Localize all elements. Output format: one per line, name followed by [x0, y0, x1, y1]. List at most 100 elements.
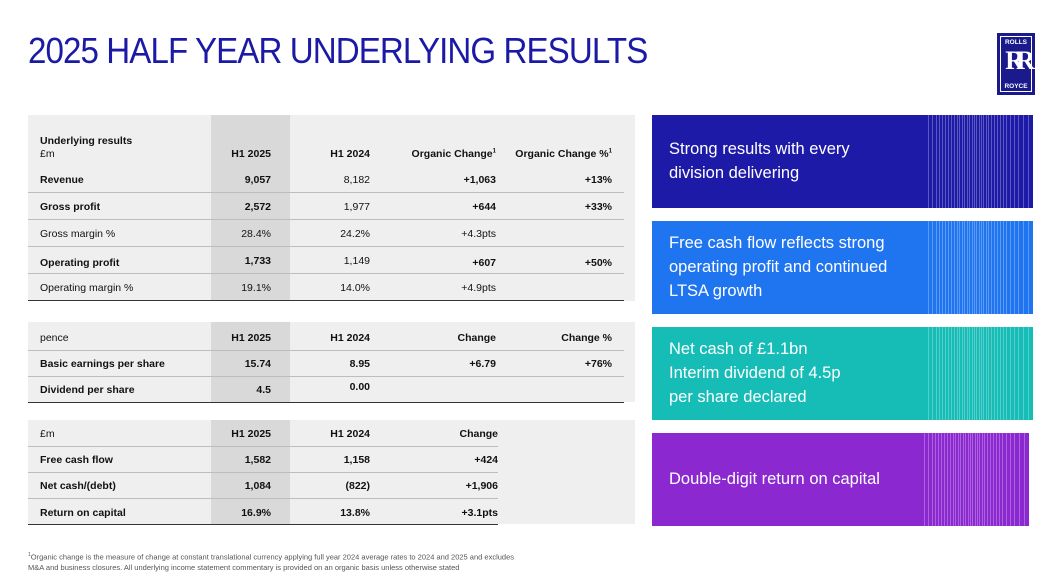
stripe-decoration	[967, 221, 968, 314]
table-row: Free cash flow 1,582 1,158 +424	[28, 446, 498, 473]
stripe-decoration	[979, 327, 980, 420]
stripe-decoration	[979, 115, 980, 208]
stripe-decoration	[939, 327, 940, 420]
stripe-decoration	[928, 115, 929, 208]
stripe-decoration	[959, 327, 960, 420]
stripe-decoration	[994, 327, 995, 420]
stripe-decoration	[964, 115, 965, 208]
h1-2025-column-highlight	[211, 322, 290, 402]
stripe-decoration	[967, 327, 968, 420]
stripe-decoration	[1014, 115, 1015, 208]
stripe-decoration	[1018, 221, 1019, 314]
stripe-decoration	[1028, 221, 1029, 314]
stripe-decoration	[967, 115, 968, 208]
stripe-decoration	[951, 221, 952, 314]
stripe-decoration	[936, 221, 937, 314]
stripe-decoration	[997, 221, 998, 314]
logo-word-bottom: ROYCE	[1004, 83, 1028, 90]
stripe-decoration	[1000, 221, 1001, 314]
stripe-decoration	[972, 221, 973, 314]
table1-h1: H1 2025	[231, 148, 271, 160]
stripe-decoration	[957, 327, 958, 420]
stripe-decoration	[1010, 433, 1011, 526]
h1-2025-column-highlight	[211, 115, 290, 301]
stripe-decoration	[1018, 327, 1019, 420]
highlight-box-return: Double-digit return on capital	[652, 433, 1029, 526]
underlying-results-table	[28, 115, 635, 301]
stripe-decoration	[1010, 115, 1011, 208]
stripe-decoration	[951, 115, 952, 208]
stripe-decoration	[997, 115, 998, 208]
stripe-decoration	[976, 115, 977, 208]
stripe-decoration	[932, 433, 933, 526]
stripe-decoration	[999, 433, 1000, 526]
per-share-table	[28, 322, 635, 402]
stripe-decoration	[965, 433, 966, 526]
stripe-decoration	[936, 327, 937, 420]
stripe-decoration	[928, 327, 929, 420]
stripe-decoration	[1000, 115, 1001, 208]
stripe-decoration	[1018, 115, 1019, 208]
stripe-decoration	[991, 327, 992, 420]
stripe-decoration	[974, 327, 975, 420]
stripe-decoration	[981, 115, 982, 208]
table1-h3: Organic Change1	[411, 148, 496, 160]
stripe-decoration	[979, 221, 980, 314]
stripe-decoration	[959, 221, 960, 314]
stripe-decoration	[1003, 327, 1004, 420]
stripe-decoration	[988, 327, 989, 420]
stripe-decoration	[928, 433, 929, 526]
stripe-decoration	[954, 327, 955, 420]
stripe-decoration	[983, 115, 984, 208]
stripe-decoration	[984, 433, 985, 526]
table1-header: Underlying results £m H1 2025 H1 2024 Or…	[28, 115, 624, 165]
table-row: Dividend per share 4.5 0.00	[28, 376, 624, 403]
stripe-decoration	[968, 433, 969, 526]
stripe-decoration	[942, 327, 943, 420]
stripe-decoration	[953, 433, 954, 526]
table-row: Operating margin % 19.1% 14.0% +4.9pts	[28, 274, 624, 301]
stripe-decoration	[945, 221, 946, 314]
stripe-decoration	[1003, 115, 1004, 208]
table-row: Gross margin % 28.4% 24.2% +4.3pts	[28, 220, 624, 247]
stripe-decoration	[986, 221, 987, 314]
stripe-decoration	[959, 115, 960, 208]
stripe-decoration	[939, 115, 940, 208]
table1-h2: H1 2024	[330, 148, 370, 160]
stripe-decoration	[960, 433, 961, 526]
stripe-decoration	[994, 221, 995, 314]
stripe-decoration	[986, 327, 987, 420]
stripe-decoration	[993, 433, 994, 526]
stripe-decoration	[970, 433, 971, 526]
rolls-royce-logo: ROLLS RR ROYCE	[997, 33, 1035, 95]
highlight-box-net-cash: Net cash of £1.1bn Interim dividend of 4.…	[652, 327, 1033, 420]
stripe-decoration	[938, 433, 939, 526]
stripe-decoration	[945, 327, 946, 420]
logo-monogram: RR	[1005, 46, 1035, 75]
stripe-decoration	[954, 115, 955, 208]
stripe-decoration	[1006, 433, 1007, 526]
stripe-decoration	[991, 115, 992, 208]
stripe-decoration	[975, 433, 976, 526]
stripe-decoration	[957, 221, 958, 314]
stripe-decoration	[972, 115, 973, 208]
table-row: Basic earnings per share 15.74 8.95 +6.79 +7…	[28, 350, 624, 377]
stripe-decoration	[935, 433, 936, 526]
stripe-decoration	[948, 221, 949, 314]
stripe-decoration	[958, 433, 959, 526]
stripe-decoration	[941, 433, 942, 526]
table-row: Revenue 9,057 8,182 +1,063 +13%	[28, 166, 624, 193]
stripe-decoration	[991, 221, 992, 314]
logo-word-top: ROLLS	[1004, 39, 1028, 46]
stripe-decoration	[1019, 433, 1020, 526]
stripe-decoration	[964, 221, 965, 314]
stripe-decoration	[994, 115, 995, 208]
stripe-decoration	[1014, 221, 1015, 314]
stripe-decoration	[969, 115, 970, 208]
stripe-decoration	[972, 433, 973, 526]
stripe-decoration	[954, 221, 955, 314]
stripe-decoration	[1010, 327, 1011, 420]
table1-label1: Underlying results	[40, 135, 133, 147]
stripe-decoration	[974, 221, 975, 314]
stripe-decoration	[924, 433, 925, 526]
